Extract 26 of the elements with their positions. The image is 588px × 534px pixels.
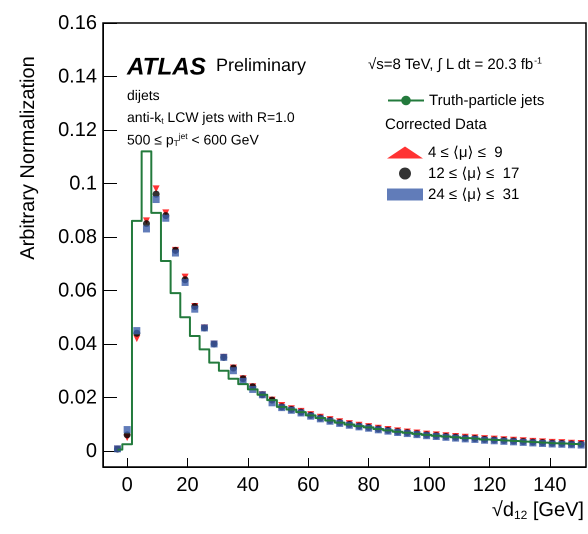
y-tick-label: 0.14 xyxy=(58,65,97,88)
x-tick-label: 0 xyxy=(122,474,133,496)
annotation: ATLAS xyxy=(126,54,206,80)
x-tick-label: 140 xyxy=(533,474,566,496)
y-tick-label: 0 xyxy=(86,440,97,462)
y-tick-label: 0.12 xyxy=(58,118,97,141)
annotation: Preliminary xyxy=(216,55,306,75)
x-tick-label: 100 xyxy=(412,474,446,496)
y-tick-label: 0.04 xyxy=(58,332,97,355)
x-tick-label: 20 xyxy=(176,474,199,496)
legend-label: 12 ≤ ⟨μ⟩ ≤ 17 xyxy=(428,165,520,182)
y-tick-label: 0.16 xyxy=(58,12,97,34)
legend-label: 24 ≤ ⟨μ⟩ ≤ 31 xyxy=(428,186,520,203)
legend-label: 4 ≤ ⟨μ⟩ ≤ 9 xyxy=(428,144,503,161)
x-tick-label: 80 xyxy=(358,474,380,496)
x-tick-label: 60 xyxy=(297,474,320,496)
y-tick-label: 0.08 xyxy=(58,226,97,248)
y-tick-label: 0.02 xyxy=(58,386,97,408)
y-tick-label: 0.06 xyxy=(58,279,97,302)
legend-label: Truth-particle jets xyxy=(429,92,544,109)
y-axis-title: Arbitrary Normalization xyxy=(17,56,39,260)
y-tick-label: 0.1 xyxy=(69,172,97,194)
annotation: dijets xyxy=(127,87,160,103)
x-tick-label: 120 xyxy=(472,474,506,496)
x-tick-label: 40 xyxy=(236,474,260,496)
legend-title: Corrected Data xyxy=(385,116,488,133)
